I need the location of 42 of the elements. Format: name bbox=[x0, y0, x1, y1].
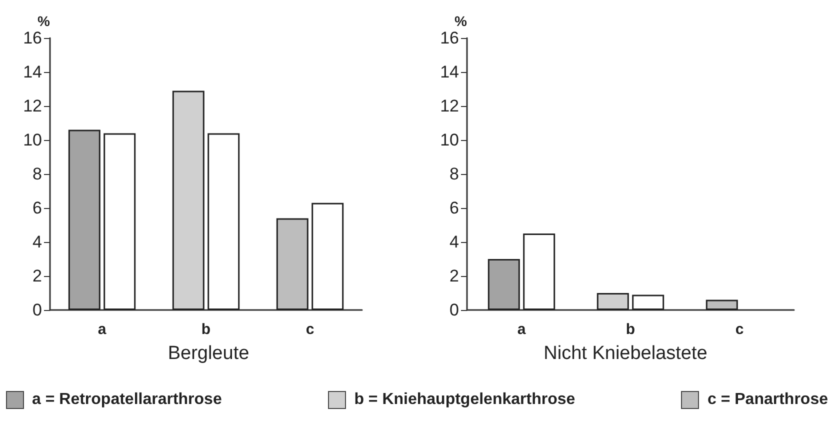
text: b = Kniehauptgelenkarthrose bbox=[354, 391, 576, 409]
y-tick-label: 2 bbox=[450, 266, 459, 286]
text: c = Panarthrose bbox=[707, 391, 828, 409]
y-tick-label: 4 bbox=[450, 232, 459, 252]
y-tick-label: 12 bbox=[23, 96, 42, 116]
x-tick-label: b bbox=[626, 321, 636, 338]
y-tick-label: 6 bbox=[32, 198, 42, 218]
bar bbox=[596, 293, 629, 310]
y-tick-label: 10 bbox=[440, 130, 459, 150]
bar bbox=[172, 90, 204, 310]
y-axis-title: % bbox=[38, 13, 51, 29]
bar bbox=[523, 234, 556, 310]
bar bbox=[632, 294, 664, 310]
bar bbox=[208, 133, 240, 310]
y-tick-label: 2 bbox=[32, 266, 42, 286]
y-tick-label: 14 bbox=[440, 62, 459, 82]
y-tick-label: 16 bbox=[23, 28, 42, 48]
text: Bergleute bbox=[168, 343, 250, 364]
y-tick-label: 16 bbox=[440, 28, 459, 48]
x-tick-label: c bbox=[735, 321, 744, 338]
y-tick-label: 14 bbox=[23, 62, 42, 82]
text: Nicht Kniebelastete bbox=[544, 343, 708, 364]
text: a = Retropatellararthrose bbox=[32, 391, 222, 409]
bar bbox=[276, 218, 308, 310]
bar bbox=[68, 130, 100, 310]
y-tick-label: 0 bbox=[32, 300, 42, 320]
bar bbox=[312, 202, 344, 310]
x-tick-label: c bbox=[306, 321, 314, 338]
bar bbox=[104, 133, 136, 310]
y-tick-label: 8 bbox=[32, 164, 42, 184]
bar bbox=[488, 259, 520, 310]
y-axis-title: % bbox=[454, 13, 468, 29]
y-tick-label: 12 bbox=[440, 96, 459, 116]
x-tick-label: a bbox=[517, 321, 526, 338]
y-tick-label: 10 bbox=[23, 130, 42, 150]
y-tick-label: 6 bbox=[450, 198, 459, 218]
y-tick-label: 0 bbox=[450, 300, 459, 320]
y-tick-label: 4 bbox=[32, 232, 42, 252]
x-tick-label: b bbox=[201, 321, 211, 338]
x-tick-label: a bbox=[98, 321, 107, 338]
bar bbox=[706, 300, 738, 310]
y-tick-label: 8 bbox=[450, 164, 459, 184]
